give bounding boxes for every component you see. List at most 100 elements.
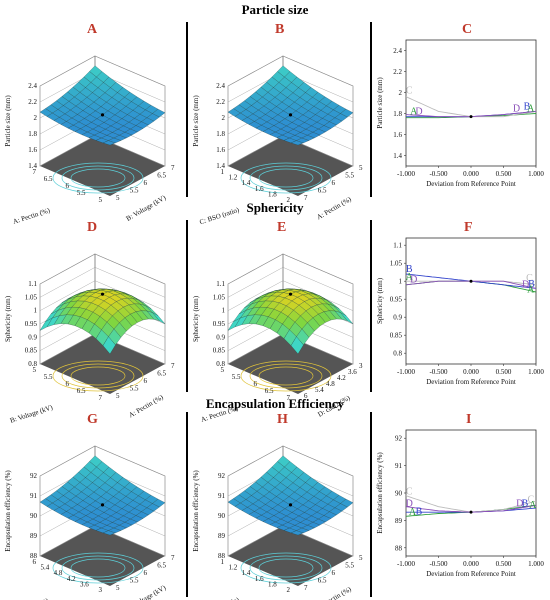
z-tick-label: 1.8 bbox=[216, 130, 225, 138]
contour-line bbox=[240, 552, 332, 584]
y-tick-label: 5.5 bbox=[345, 172, 354, 180]
x-tick-label: 1 bbox=[221, 168, 225, 176]
y-tick-label: 7 bbox=[171, 362, 175, 370]
y-tick-label: 2.2 bbox=[393, 68, 402, 76]
x-tick-label: 3.6 bbox=[80, 580, 89, 588]
y-tick-label: 2 bbox=[399, 89, 403, 97]
x-tick-label: 2 bbox=[287, 586, 291, 594]
divider bbox=[186, 220, 188, 392]
y-tick-label: 5.4 bbox=[315, 386, 324, 394]
contour-line bbox=[52, 360, 144, 392]
divider bbox=[186, 412, 188, 597]
y-tick-label: 6 bbox=[144, 569, 148, 577]
x-tick-label: 1.4 bbox=[242, 179, 251, 187]
surface-plot-b: 2.42.221.81.61.411.21.41.61.82 76.565.55C… bbox=[192, 55, 363, 226]
y-tick-label: 6.5 bbox=[318, 187, 327, 195]
divider bbox=[370, 220, 372, 392]
y-axis-label: B: Voltage (kV) bbox=[125, 583, 168, 600]
x-tick-label: -0.500 bbox=[429, 368, 448, 376]
grid-line bbox=[227, 55, 354, 87]
x-tick-label: 6 bbox=[66, 380, 70, 388]
contour-line bbox=[52, 162, 144, 194]
x-tick-label: 5 bbox=[99, 196, 103, 204]
surface-cell bbox=[340, 312, 354, 325]
x-tick-label: 0.000 bbox=[463, 368, 479, 376]
trace-label: A bbox=[529, 500, 537, 511]
design-point bbox=[288, 292, 293, 296]
z-tick-label: 1.05 bbox=[25, 293, 38, 301]
contour-line bbox=[61, 165, 135, 191]
trace-label: D bbox=[522, 280, 529, 291]
z-tick-label: 91 bbox=[218, 492, 226, 500]
panel-label-a: A bbox=[87, 22, 98, 37]
x-tick-label: 0.500 bbox=[496, 560, 512, 568]
design-point bbox=[288, 113, 293, 117]
x-tick-label: 6.5 bbox=[44, 175, 53, 183]
contour-line bbox=[61, 363, 135, 389]
grid-line bbox=[39, 55, 166, 87]
z-tick-label: 2.2 bbox=[216, 98, 225, 106]
z-tick-label: 2 bbox=[34, 114, 38, 122]
grid-line bbox=[39, 267, 166, 298]
grid-line bbox=[39, 253, 166, 285]
contour-line bbox=[70, 168, 126, 188]
z-tick-label: 0.8 bbox=[216, 360, 225, 368]
y-tick-label: 2.4 bbox=[393, 47, 402, 55]
x-tick-label: 6.5 bbox=[77, 387, 86, 395]
trace-label: D bbox=[406, 499, 413, 510]
x-tick-label: 5 bbox=[221, 366, 225, 374]
z-tick-label: 88 bbox=[218, 552, 226, 560]
y-axis-label: Sphericity (mm) bbox=[376, 277, 384, 324]
trace-label: C bbox=[406, 86, 413, 97]
z-tick-label: 1.6 bbox=[216, 146, 225, 154]
panel-label-h: H bbox=[277, 412, 288, 427]
trace-label: D bbox=[516, 499, 523, 510]
x-tick-label: 1.2 bbox=[228, 174, 237, 182]
y-tick-label: 5.5 bbox=[345, 562, 354, 570]
panel-label-c: C bbox=[462, 22, 473, 37]
contour-line bbox=[70, 366, 126, 386]
x-tick-label: 6 bbox=[254, 380, 258, 388]
panel-label-f: F bbox=[464, 220, 473, 235]
trace-label: A bbox=[406, 272, 414, 283]
z-tick-label: 1.1 bbox=[28, 280, 37, 288]
reference-point bbox=[469, 510, 473, 514]
x-axis-label: D: cacl2 (%) bbox=[13, 597, 50, 600]
trace-label: B bbox=[524, 101, 531, 112]
x-tick-label: 0.500 bbox=[496, 170, 512, 178]
y-axis-label: Encapsulation efficiency (%) bbox=[376, 452, 384, 534]
grid-line bbox=[227, 280, 354, 311]
y-tick-label: 5 bbox=[116, 194, 120, 202]
surface-cell bbox=[152, 108, 166, 118]
x-axis-label: Deviation from Reference Point bbox=[426, 570, 516, 578]
contour-line bbox=[249, 165, 323, 191]
x-tick-label: 1.2 bbox=[228, 564, 237, 572]
z-tick-label: 0.9 bbox=[28, 333, 37, 341]
y-tick-label: 5 bbox=[359, 554, 363, 562]
y-tick-label: 5.5 bbox=[130, 385, 139, 393]
y-axis-label: Particle size (mm) bbox=[376, 77, 384, 129]
y-tick-label: 6 bbox=[304, 392, 308, 400]
surface-plot-a: 2.42.221.81.61.476.565.55 55.566.57A: Pec… bbox=[4, 55, 175, 226]
y-tick-label: 89 bbox=[395, 517, 403, 525]
x-tick-label: 5.5 bbox=[232, 373, 241, 381]
contour-line bbox=[258, 366, 314, 386]
z-axis-label: Particle size (mm) bbox=[192, 95, 200, 147]
trace-label: D bbox=[513, 103, 520, 114]
panel-label-i: I bbox=[466, 412, 472, 427]
divider bbox=[186, 22, 188, 197]
panel-label-d: D bbox=[87, 220, 98, 235]
divider bbox=[370, 412, 372, 597]
surface-cell bbox=[340, 108, 354, 118]
y-tick-label: 1.05 bbox=[390, 260, 403, 268]
x-tick-label: 1.000 bbox=[528, 368, 544, 376]
surface-plot-e: 1.1 1.05 1 0.95 0.9 0.85 0.85 5.5 6 6.5 7 6 5.44.84.… bbox=[192, 253, 363, 424]
contour-line bbox=[52, 552, 144, 584]
z-tick-label: 0.85 bbox=[25, 347, 38, 355]
contour-line bbox=[70, 558, 126, 578]
design-point bbox=[100, 503, 105, 507]
z-tick-label: 1.4 bbox=[216, 162, 225, 170]
